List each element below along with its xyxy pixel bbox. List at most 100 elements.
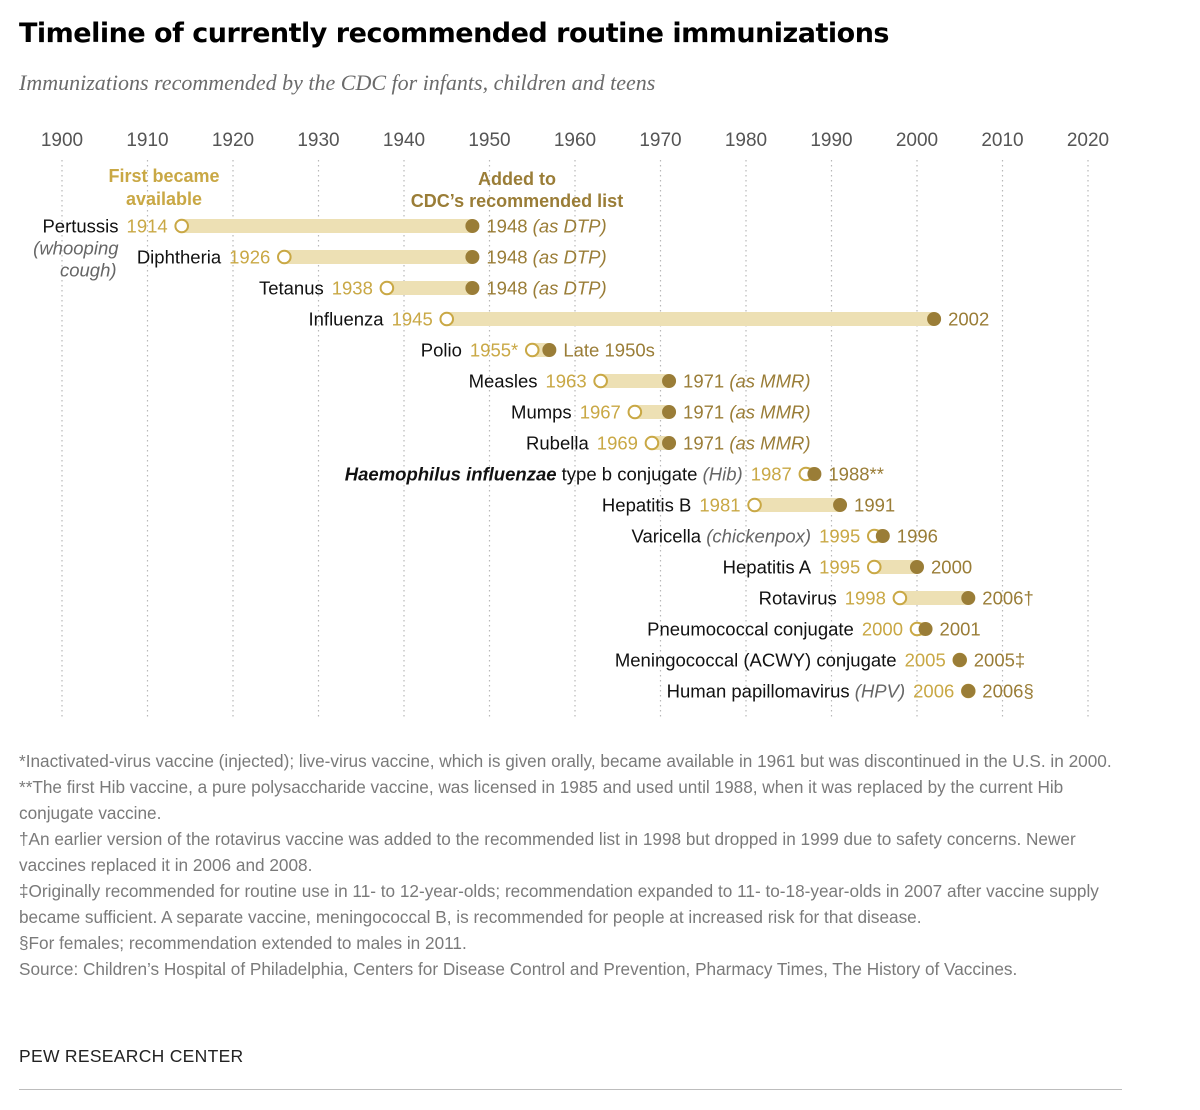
tick-label-2020: 2020 <box>1067 130 1109 151</box>
row-label-text-rubella: Rubella <box>526 433 589 454</box>
row-label-text-measles: Measles <box>469 371 538 392</box>
footnote-hib: **The first Hib vaccine, a pure polysacc… <box>19 777 1064 823</box>
legend-available-line1: First became <box>108 166 219 186</box>
row-label-text-rotavirus: Rotavirus <box>759 588 837 609</box>
row-label-hib: Haemophilus influenzae type b conjugate … <box>345 464 743 485</box>
row-label-text-meningococcal-acwy-conjugate: Meningococcal (ACWY) conjugate <box>615 650 897 671</box>
row-label-text-human-papillomavirus: Human papillomavirus <box>667 681 850 702</box>
tick-label-1900: 1900 <box>41 130 83 151</box>
start-label-hepatitis-a: 1995 <box>819 557 860 578</box>
footnotes: *Inactivated-virus vaccine (injected); l… <box>19 748 1129 982</box>
row-label-text-tetanus: Tetanus <box>259 278 324 299</box>
start-label-diphtheria: 1926 <box>229 247 270 268</box>
recommended-marker-tetanus <box>465 281 480 295</box>
row-note-human-papillomavirus: (HPV) <box>850 681 906 702</box>
footnote-rotavirus: †An earlier version of the rotavirus vac… <box>19 829 1076 875</box>
start-label-varicella: 1995 <box>819 526 860 547</box>
legend-recommended-line1: Added to <box>478 169 556 189</box>
end-note-tetanus: (as DTP) <box>528 278 607 299</box>
end-label-influenza: 2002 <box>948 309 989 330</box>
start-label-rotavirus: 1998 <box>845 588 886 609</box>
recommended-marker-measles <box>662 374 677 388</box>
end-label-diphtheria: 1948 (as DTP) <box>486 247 606 268</box>
available-marker-polio <box>524 342 540 358</box>
row-label-diphtheria: Diphtheria <box>137 247 222 268</box>
tick-label-1960: 1960 <box>554 130 596 151</box>
start-label-rubella: 1969 <box>597 433 638 454</box>
legend-available-line2: available <box>126 189 202 209</box>
row-label-text-polio: Polio <box>421 340 462 361</box>
row-label-influenza: Influenza <box>309 309 385 330</box>
available-marker-rotavirus <box>892 590 908 606</box>
tick-label-1980: 1980 <box>725 130 767 151</box>
row-label-meningococcal-acwy-conjugate: Meningococcal (ACWY) conjugate <box>615 650 897 671</box>
row-label-text-diphtheria: Diphtheria <box>137 247 222 268</box>
row-label-text-varicella: Varicella <box>632 526 702 547</box>
start-label-measles: 1963 <box>545 371 586 392</box>
available-marker-pertussis <box>174 218 189 234</box>
bottom-divider <box>19 1089 1122 1090</box>
timeline-chart: 1900 1910 1920 1930 1940 1950 1960 1970 1980 1990… <box>33 130 1109 720</box>
legend-recommended-line2: CDC’s recommended list <box>411 191 623 211</box>
row-note-varicella: (chickenpox) <box>701 526 811 547</box>
bar-measles <box>600 374 670 388</box>
end-label-hepatitis-a: 2000 <box>931 557 972 578</box>
end-note-mumps: (as MMR) <box>724 402 810 423</box>
end-label-mumps: 1971 (as MMR) <box>683 402 810 423</box>
end-label-rubella: 1971 (as MMR) <box>683 433 810 454</box>
row-label-hepatitis-b: Hepatitis B <box>602 495 691 516</box>
end-label-polio: Late 1950s <box>563 340 655 361</box>
end-label-meningococcal-acwy-conjugate: 2005‡ <box>974 650 1025 671</box>
recommended-marker-diphtheria <box>465 250 480 264</box>
chart-subtitle: Immunizations recommended by the CDC for… <box>19 70 656 95</box>
available-marker-hepatitis-b <box>747 497 762 513</box>
recommended-marker-varicella <box>875 529 890 543</box>
start-label-pneumococcal-conjugate: 2000 <box>862 619 903 640</box>
start-label-meningococcal-acwy-conjugate: 2005 <box>905 650 946 671</box>
bar-pertussis <box>181 219 473 233</box>
end-label-tetanus: 1948 (as DTP) <box>486 278 606 299</box>
row-label-varicella: Varicella (chickenpox) <box>632 526 812 547</box>
tick-label-1990: 1990 <box>810 130 852 151</box>
end-note-rubella: (as MMR) <box>724 433 810 454</box>
available-marker-mumps <box>627 404 643 420</box>
end-note-pertussis: (as DTP) <box>528 216 607 237</box>
footnote-meningococcal: ‡Originally recommended for routine use … <box>19 881 1099 927</box>
start-label-polio: 1955* <box>470 340 518 361</box>
footnote-polio: *Inactivated-virus vaccine (injected); l… <box>19 751 1112 771</box>
row-label-text-hepatitis-b: Hepatitis B <box>602 495 691 516</box>
row-label-text-mumps: Mumps <box>511 402 572 423</box>
available-marker-rubella <box>644 435 660 451</box>
end-label-measles: 1971 (as MMR) <box>683 371 810 392</box>
start-label-human-papillomavirus: 2006 <box>913 681 954 702</box>
chart-title: Timeline of currently recommended routin… <box>19 18 890 49</box>
end-label-pertussis: 1948 (as DTP) <box>486 216 606 237</box>
tick-label-1970: 1970 <box>639 130 681 151</box>
recommended-marker-polio <box>542 343 557 357</box>
recommended-marker-hib <box>807 467 822 481</box>
bar-mumps <box>634 405 670 419</box>
end-label-human-papillomavirus: 2006§ <box>982 681 1033 702</box>
row-label-polio: Polio <box>421 340 462 361</box>
row-label-mumps: Mumps <box>511 402 572 423</box>
row-label-measles: Measles <box>469 371 538 392</box>
row-label-hepatitis-a: Hepatitis A <box>723 557 812 578</box>
row-label-text-hepatitis-a: Hepatitis A <box>723 557 812 578</box>
start-label-tetanus: 1938 <box>332 278 373 299</box>
available-marker-tetanus <box>379 280 395 296</box>
row-label-text-hib: type b conjugate <box>557 464 698 485</box>
tick-label-2010: 2010 <box>981 130 1023 151</box>
row-label-italic-hib: Haemophilus influenzae <box>345 464 557 485</box>
tick-label-1910: 1910 <box>126 130 168 151</box>
end-note-diphtheria: (as DTP) <box>528 247 607 268</box>
end-label-hepatitis-b: 1991 <box>854 495 895 516</box>
end-label-varicella: 1996 <box>897 526 938 547</box>
tick-label-1940: 1940 <box>383 130 425 151</box>
footnote-hpv: §For females; recommendation extended to… <box>19 933 467 953</box>
row-label-human-papillomavirus: Human papillomavirus (HPV) <box>667 681 906 702</box>
tick-label-1920: 1920 <box>212 130 254 151</box>
recommended-marker-pneumococcal-conjugate <box>918 622 933 636</box>
brand-label: PEW RESEARCH CENTER <box>19 1046 244 1066</box>
row-label-rotavirus: Rotavirus <box>759 588 837 609</box>
recommended-marker-influenza <box>927 312 942 326</box>
